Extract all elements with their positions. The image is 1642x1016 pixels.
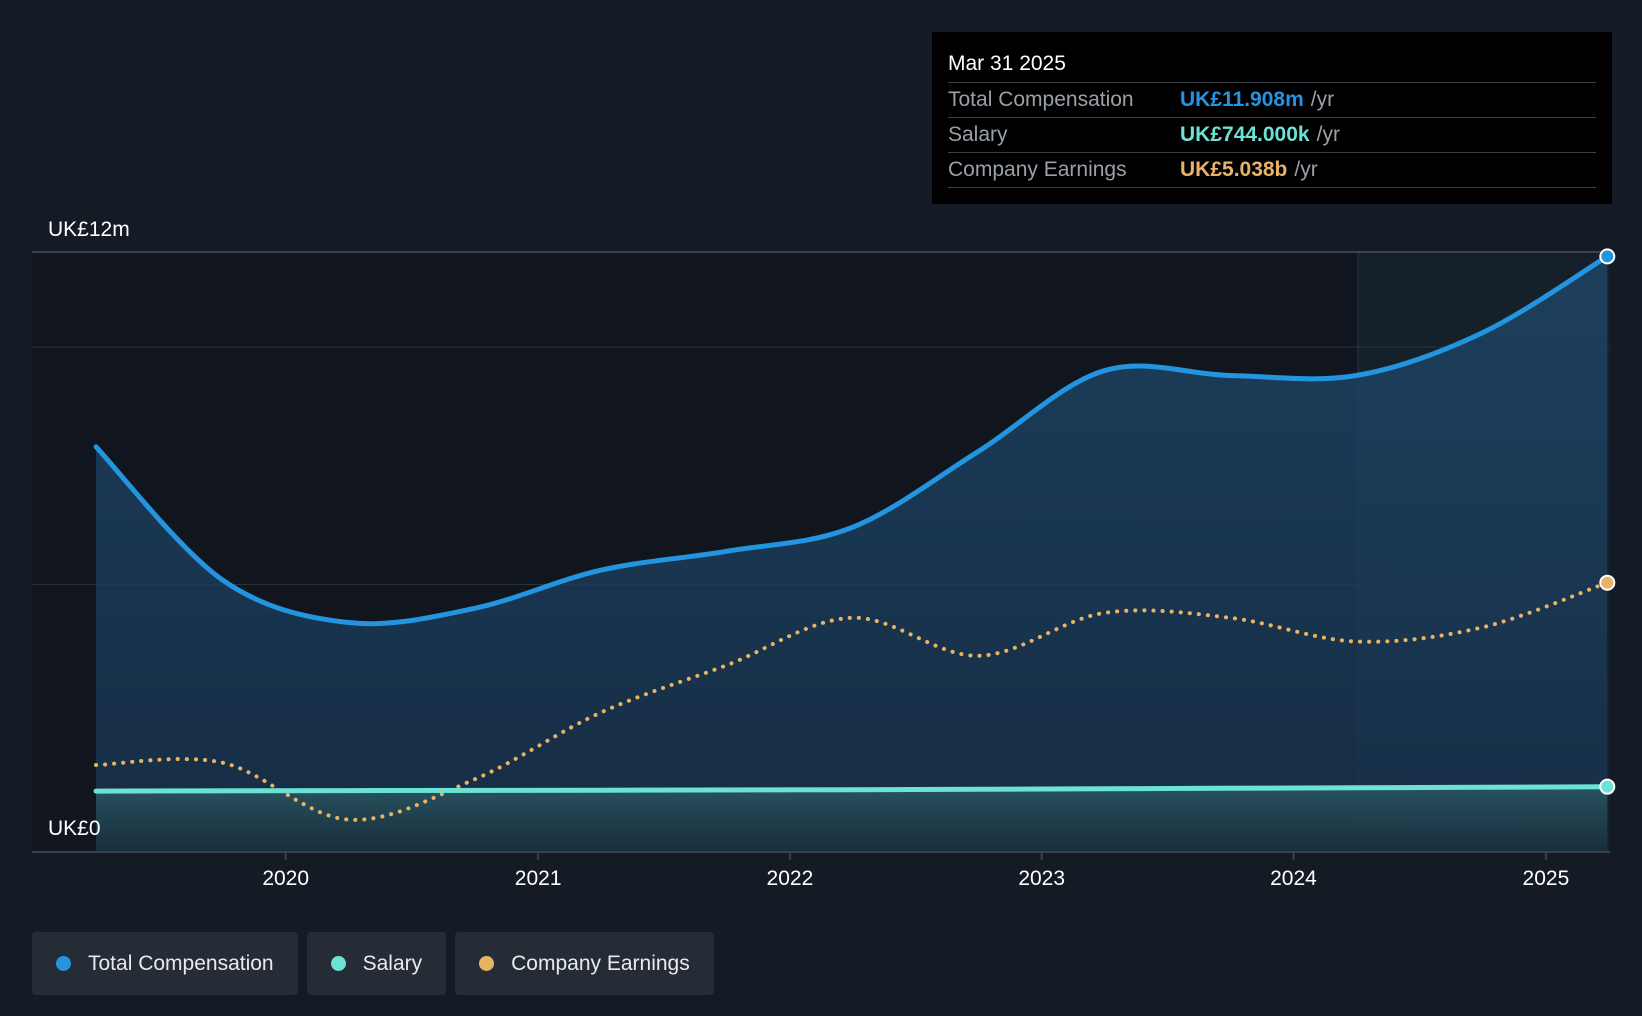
x-tick-label: 2020: [262, 867, 309, 890]
tooltip-unit: /yr: [1310, 88, 1335, 111]
tooltip-row-total: Total Compensation UK£11.908m /yr: [948, 82, 1596, 117]
legend-dot-icon: [56, 956, 71, 971]
tooltip-value: UK£5.038b: [1180, 158, 1288, 181]
total-compensation-area: [96, 256, 1608, 852]
legend-label: Salary: [362, 951, 423, 975]
tooltip: Mar 31 2025 Total Compensation UK£11.908…: [932, 32, 1612, 204]
tooltip-unit: /yr: [1294, 158, 1318, 181]
salary-line: [93, 784, 1610, 794]
total-compensation-end-marker: [1599, 248, 1616, 265]
legend-dot-icon: [330, 956, 346, 971]
tooltip-unit: /yr: [1316, 123, 1340, 146]
tooltip-value: UK£744.000k: [1180, 123, 1310, 146]
legend-label: Total Compensation: [88, 951, 274, 975]
x-tick-label: 2024: [1270, 867, 1317, 890]
legend-dot-icon: [479, 956, 495, 971]
y-axis-bottom-label: UK£0: [48, 817, 101, 840]
tooltip-row-salary: Salary UK£744.000k /yr: [948, 117, 1596, 152]
company-earnings-end-marker: [1599, 574, 1616, 591]
end-markers: [1599, 248, 1616, 795]
legend-item-salary[interactable]: Salary: [306, 932, 447, 995]
tooltip-row-earnings: Company Earnings UK£5.038b /yr: [948, 152, 1596, 188]
x-axis-ticks: 2020 2021 2022 2023 2024 2025: [262, 852, 1569, 890]
legend-item-company-earnings[interactable]: Company Earnings: [455, 932, 714, 995]
x-tick-label: 2021: [515, 867, 562, 890]
legend: Total Compensation Salary Company Earnin…: [32, 932, 714, 995]
salary-end-marker: [1599, 778, 1616, 795]
tooltip-value: UK£11.908m: [1180, 88, 1304, 111]
legend-label: Company Earnings: [511, 951, 690, 975]
x-tick-label: 2023: [1018, 867, 1065, 890]
x-tick-label: 2025: [1523, 867, 1570, 890]
total-compensation-line: [93, 253, 1610, 627]
tooltip-label: Company Earnings: [948, 158, 1127, 181]
y-axis-top-label: UK£12m: [48, 218, 130, 241]
salary-area: [96, 786, 1608, 852]
tooltip-label: Total Compensation: [948, 88, 1134, 111]
tooltip-date: Mar 31 2025: [948, 52, 1066, 75]
tooltip-label: Salary: [948, 123, 1008, 146]
legend-item-total-compensation[interactable]: Total Compensation: [32, 932, 298, 995]
x-tick-label: 2022: [767, 867, 814, 890]
